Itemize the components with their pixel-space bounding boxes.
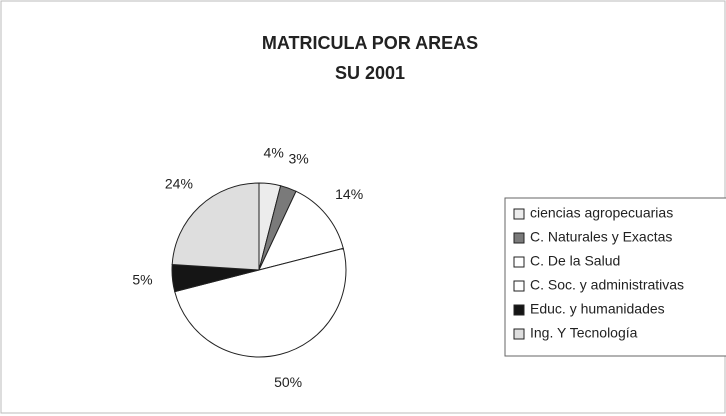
data-label: 5% — [132, 272, 152, 288]
data-label: 24% — [165, 175, 193, 191]
pie-slice — [174, 247, 347, 358]
legend-swatch — [513, 256, 525, 268]
legend-label: C. De la Salud — [530, 253, 620, 269]
data-label: 50% — [274, 374, 302, 390]
legend-box — [504, 197, 726, 357]
data-label: 4% — [264, 145, 284, 161]
data-label: 14% — [335, 186, 363, 202]
legend-swatch — [513, 208, 525, 220]
pie-slice — [171, 182, 260, 271]
legend-label: C. Soc. y administrativas — [530, 277, 684, 293]
legend-label: ciencias agropecuarias — [530, 205, 673, 221]
legend-label: Ing. Y Tecnología — [530, 325, 638, 341]
chart-title: MATRICULA POR AREAS — [262, 33, 478, 53]
legend-label: C. Naturales y Exactas — [530, 229, 672, 245]
legend-swatch — [513, 280, 525, 292]
chart-subtitle: SU 2001 — [335, 63, 405, 83]
legend-swatch — [513, 304, 525, 316]
pie-slice — [258, 190, 344, 271]
legend-label: Educ. y humanidades — [530, 301, 665, 317]
data-label: 3% — [289, 151, 309, 167]
legend-swatch — [513, 328, 525, 340]
legend-swatch — [513, 232, 525, 244]
